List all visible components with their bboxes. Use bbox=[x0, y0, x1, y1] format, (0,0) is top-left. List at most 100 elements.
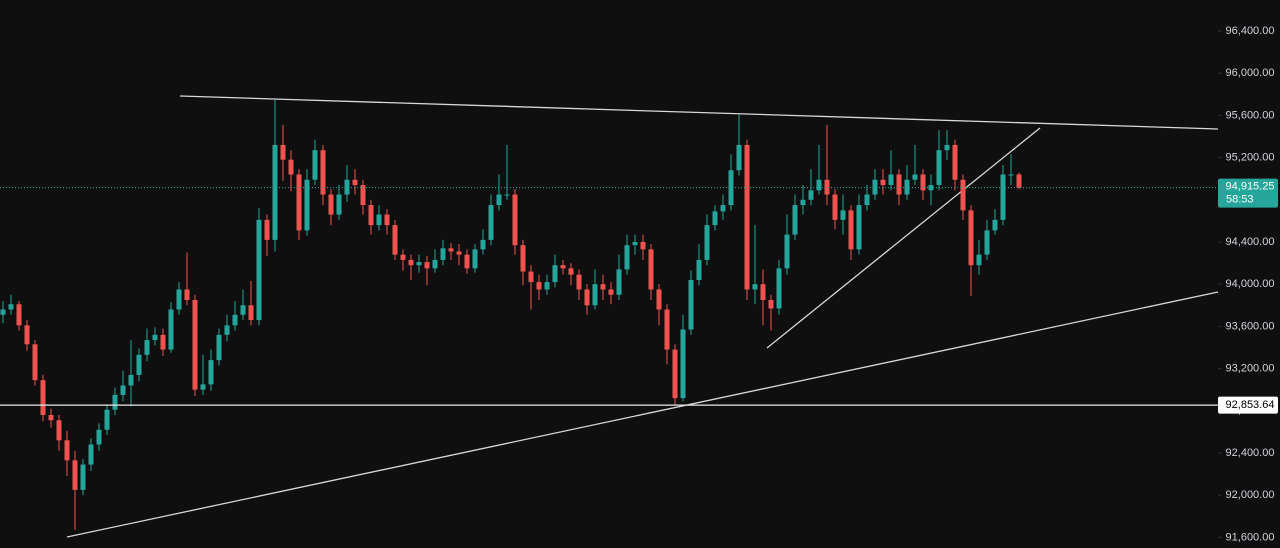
candle-body bbox=[512, 194, 518, 246]
candle-body bbox=[80, 464, 86, 490]
candle-body bbox=[64, 440, 70, 461]
candle-body bbox=[744, 144, 750, 290]
y-tick-label: 96,000.00 bbox=[1226, 67, 1275, 79]
candle-body bbox=[704, 225, 710, 260]
candle-body bbox=[568, 268, 574, 275]
candle-body bbox=[552, 265, 558, 283]
candle-body bbox=[784, 234, 790, 269]
candle-body bbox=[280, 144, 286, 160]
candle-body bbox=[768, 300, 774, 309]
candle-body bbox=[600, 284, 606, 290]
candle-body bbox=[720, 205, 726, 212]
candle-body bbox=[760, 284, 766, 301]
candle-body bbox=[480, 239, 486, 250]
candle-body bbox=[224, 325, 230, 335]
candle-body bbox=[752, 284, 758, 290]
candle-body bbox=[392, 225, 398, 255]
candle-body bbox=[992, 219, 998, 231]
candle-body bbox=[976, 254, 982, 266]
candle-body bbox=[264, 219, 270, 240]
candle-body bbox=[144, 340, 150, 355]
candle-body bbox=[24, 325, 30, 345]
candle-body bbox=[56, 420, 62, 441]
candle-body bbox=[856, 205, 862, 250]
candle-body bbox=[184, 289, 190, 301]
candle-body bbox=[136, 354, 142, 375]
candle-body bbox=[272, 144, 278, 240]
candle-body bbox=[488, 205, 494, 240]
candle-body bbox=[216, 334, 222, 361]
candle-body bbox=[176, 289, 182, 310]
candle-body bbox=[376, 214, 382, 226]
y-tick-label: 92,000.00 bbox=[1226, 489, 1275, 501]
candle-body bbox=[872, 179, 878, 195]
candle-body bbox=[48, 414, 54, 421]
candle-body bbox=[576, 274, 582, 290]
y-tick-label: 92,400.00 bbox=[1226, 447, 1275, 459]
candle-body bbox=[632, 241, 638, 246]
candle-body bbox=[640, 241, 646, 250]
candle-body bbox=[440, 248, 446, 260]
last-price-label: 94,915.25 bbox=[1226, 181, 1275, 193]
candle-body bbox=[320, 150, 326, 195]
candle-body bbox=[776, 268, 782, 309]
candle-body bbox=[40, 380, 46, 415]
candle-body bbox=[120, 385, 126, 395]
candle-body bbox=[848, 210, 854, 250]
trend-line bbox=[766, 127, 1041, 349]
candle-body bbox=[160, 334, 166, 350]
y-tick-label: 93,600.00 bbox=[1226, 320, 1275, 332]
candle-body bbox=[104, 409, 110, 430]
candle-body bbox=[328, 194, 334, 215]
candle-body bbox=[16, 304, 22, 326]
candle-body bbox=[840, 210, 846, 220]
price-line-tag bbox=[1218, 396, 1278, 414]
candle-body bbox=[112, 394, 118, 410]
y-tick-label: 95,200.00 bbox=[1226, 152, 1275, 164]
candle-body bbox=[504, 194, 510, 196]
candle-body bbox=[312, 150, 318, 180]
candle-body bbox=[344, 179, 350, 195]
candle-body bbox=[536, 282, 542, 290]
candle-body bbox=[464, 254, 470, 269]
candle-body bbox=[96, 429, 102, 445]
candle-body bbox=[888, 174, 894, 186]
candle-body bbox=[208, 360, 214, 385]
candle-body bbox=[920, 174, 926, 191]
candle-body bbox=[432, 259, 438, 269]
candle-body bbox=[192, 300, 198, 390]
candle-body bbox=[88, 444, 94, 465]
candle-body bbox=[496, 194, 502, 206]
trend-line bbox=[179, 95, 1219, 130]
candle-body bbox=[560, 265, 566, 269]
candle-body bbox=[896, 174, 902, 195]
candle-body bbox=[728, 170, 734, 206]
trend-line bbox=[66, 291, 1219, 538]
candle-body bbox=[256, 219, 262, 321]
candle-body bbox=[304, 179, 310, 231]
candle-body bbox=[424, 262, 430, 269]
candle-body bbox=[472, 249, 478, 269]
candle-body bbox=[152, 334, 158, 341]
candle-body bbox=[400, 254, 406, 260]
candle-body bbox=[1016, 174, 1022, 188]
candle-body bbox=[912, 174, 918, 180]
candle-body bbox=[664, 309, 670, 350]
y-tick-label: 96,400.00 bbox=[1226, 25, 1275, 37]
candle-body bbox=[592, 284, 598, 306]
candle-body bbox=[360, 185, 366, 206]
candle-body bbox=[984, 230, 990, 255]
countdown: 58:53 bbox=[1226, 194, 1254, 206]
candle-body bbox=[952, 144, 958, 180]
candle-body bbox=[936, 150, 942, 186]
candle-body bbox=[904, 179, 910, 195]
candle-body bbox=[624, 245, 630, 270]
candle-body bbox=[808, 190, 814, 200]
candle-body bbox=[656, 289, 662, 310]
candle-body bbox=[336, 194, 342, 215]
y-tick-label: 94,000.00 bbox=[1226, 278, 1275, 290]
candle-body bbox=[544, 282, 550, 290]
